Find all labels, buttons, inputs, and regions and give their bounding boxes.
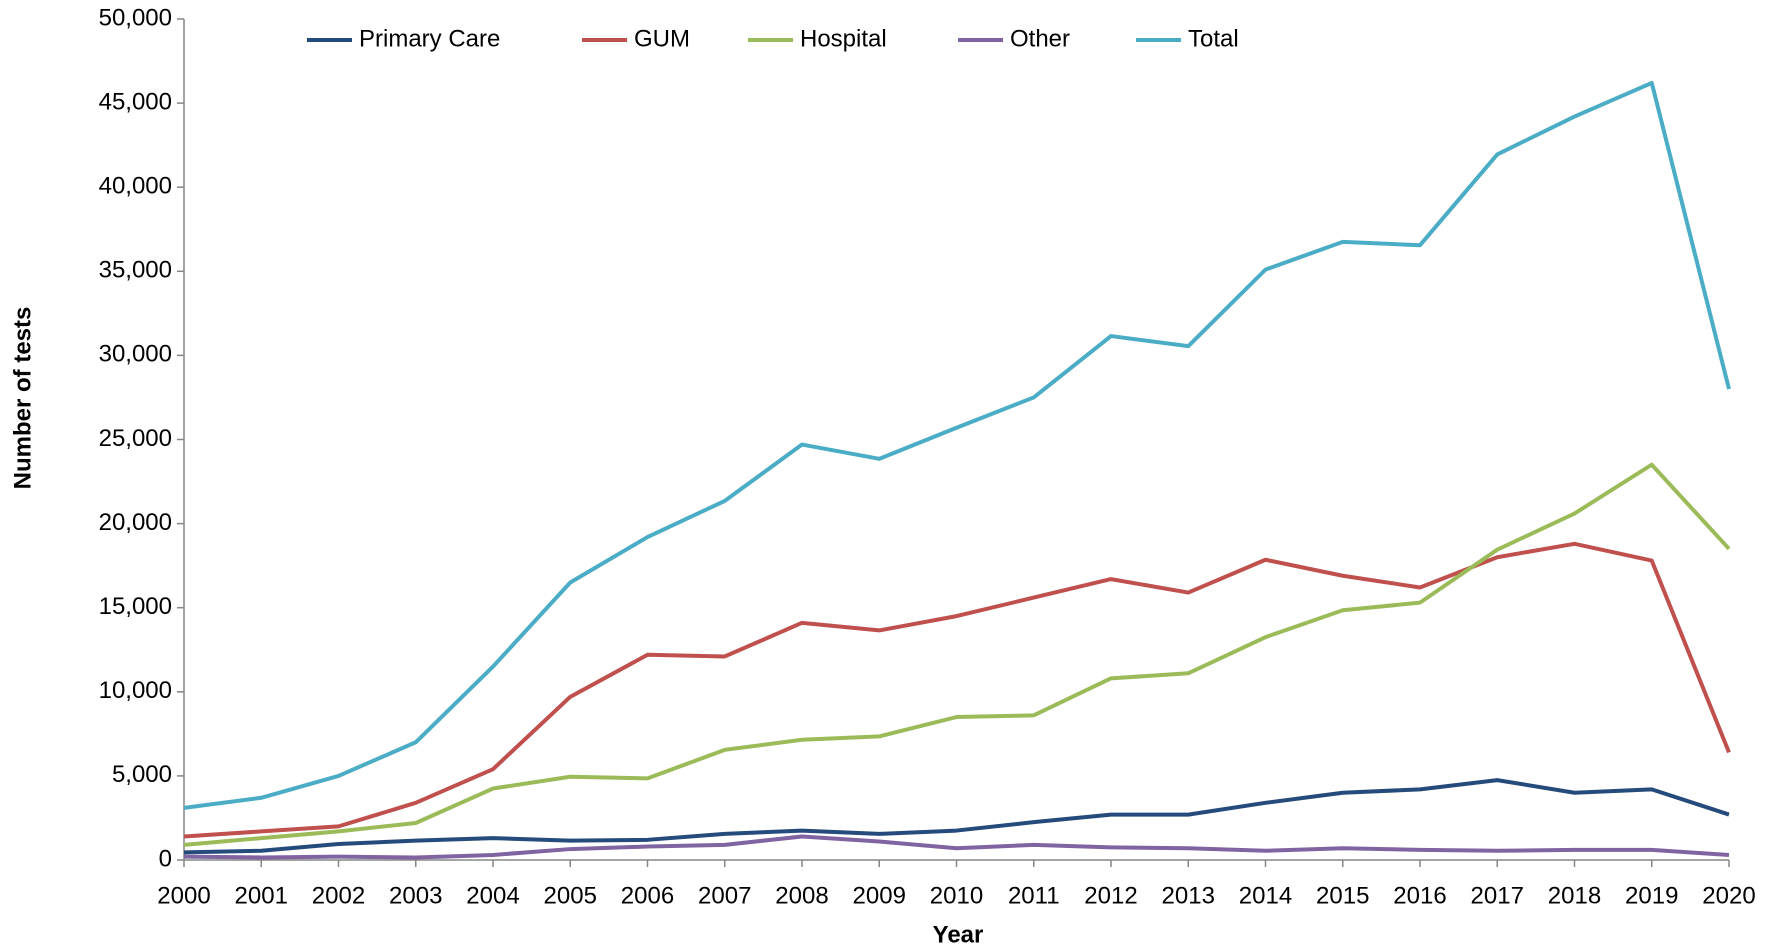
x-tick-label: 2017 bbox=[1471, 882, 1524, 909]
line-series bbox=[183, 778, 1730, 855]
x-tick-label: 2019 bbox=[1625, 882, 1678, 909]
legend-label: Primary Care bbox=[359, 25, 500, 52]
x-tick-label: 2001 bbox=[235, 882, 288, 909]
x-tick-label: 2016 bbox=[1393, 882, 1446, 909]
x-tick-label: 2010 bbox=[930, 882, 983, 909]
x-tick-label: 2008 bbox=[775, 882, 828, 909]
x-tick-label: 2012 bbox=[1084, 882, 1137, 909]
y-tick-label: 0 bbox=[159, 845, 172, 872]
x-tick-label: 2004 bbox=[466, 882, 519, 909]
x-tick-label: 2018 bbox=[1548, 882, 1601, 909]
x-tick-label: 2009 bbox=[853, 882, 906, 909]
legend-label: Other bbox=[1010, 25, 1070, 52]
x-tick-label: 2013 bbox=[1162, 882, 1215, 909]
x-axis-label: Year bbox=[933, 921, 984, 948]
y-tick-label: 5,000 bbox=[112, 761, 172, 788]
x-tick-label: 2006 bbox=[621, 882, 674, 909]
y-axis-label: Number of tests bbox=[9, 307, 36, 490]
x-tick-label: 2014 bbox=[1239, 882, 1292, 909]
x-tick-label: 2005 bbox=[544, 882, 597, 909]
y-tick-label: 35,000 bbox=[99, 257, 172, 284]
x-tick-label: 2003 bbox=[389, 882, 442, 909]
x-tick-label: 2007 bbox=[698, 882, 751, 909]
x-tick-label: 2020 bbox=[1702, 882, 1755, 909]
y-tick-label: 15,000 bbox=[99, 593, 172, 620]
line-series bbox=[183, 541, 1731, 839]
legend-label: GUM bbox=[634, 25, 690, 52]
y-tick-label: 50,000 bbox=[99, 4, 172, 31]
y-tick-label: 10,000 bbox=[99, 677, 172, 704]
y-tick-label: 30,000 bbox=[99, 341, 172, 368]
x-tick-label: 2015 bbox=[1316, 882, 1369, 909]
y-tick-label: 25,000 bbox=[99, 425, 172, 452]
x-tick-label: 2002 bbox=[312, 882, 365, 909]
y-tick-label: 45,000 bbox=[99, 88, 172, 115]
line-series bbox=[183, 462, 1731, 847]
x-tick-label: 2000 bbox=[157, 882, 210, 909]
y-tick-label: 20,000 bbox=[99, 509, 172, 536]
x-tick-label: 2011 bbox=[1008, 882, 1060, 909]
line-series bbox=[183, 80, 1731, 810]
line-series bbox=[183, 834, 1730, 860]
y-tick-label: 40,000 bbox=[99, 173, 172, 200]
legend-label: Hospital bbox=[800, 25, 887, 52]
legend-label: Total bbox=[1188, 25, 1239, 52]
